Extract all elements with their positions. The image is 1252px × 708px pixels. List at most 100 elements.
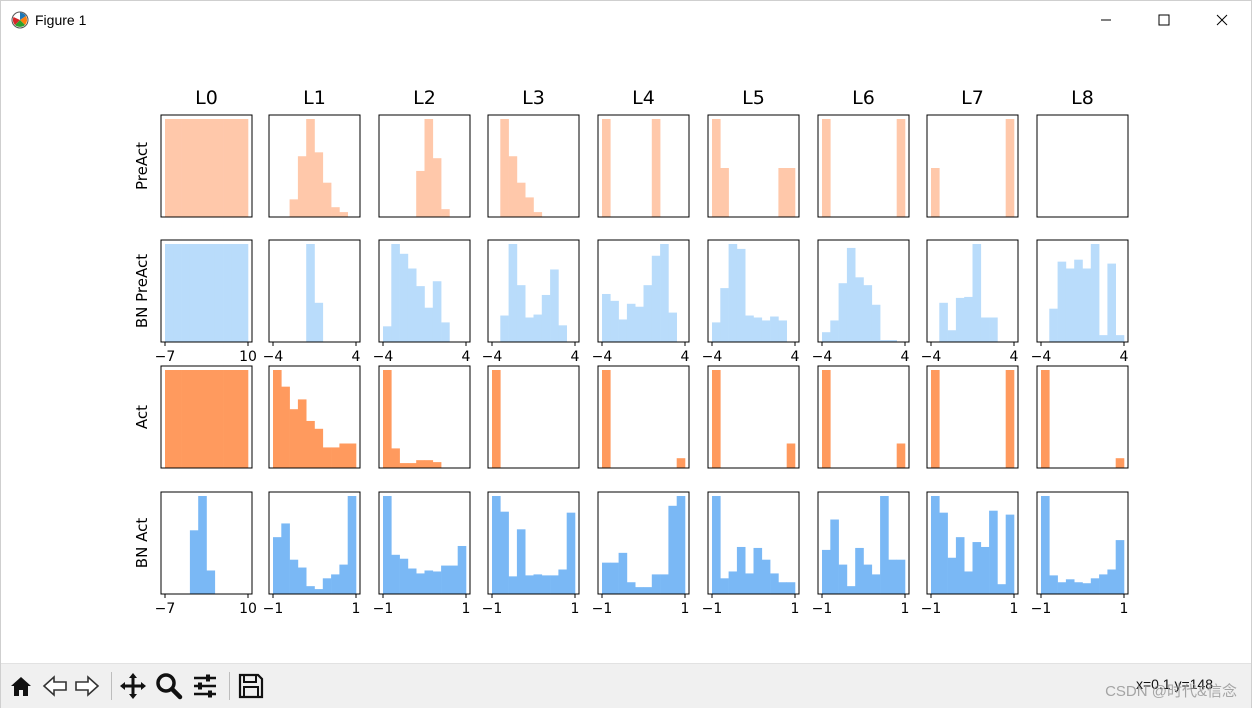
histogram-bar — [863, 564, 873, 594]
x-tick-label: −7 — [155, 349, 176, 365]
subplot — [707, 114, 800, 218]
navigation-toolbar: x=0.1 y=148 CSDN @时代&信念 — [1, 663, 1251, 708]
histogram-bar — [281, 523, 290, 594]
histogram-bar — [289, 199, 299, 217]
row-label: BN PreAct — [133, 254, 151, 328]
histogram-bar — [871, 304, 881, 342]
axes-frame — [378, 365, 471, 469]
axes-frame — [1036, 239, 1129, 343]
pan-button[interactable] — [119, 672, 147, 700]
histogram-bar — [508, 156, 518, 217]
histogram-bar — [416, 573, 425, 594]
histogram-bar — [997, 584, 1006, 594]
histogram-bar — [761, 320, 771, 342]
histogram-bar — [931, 370, 940, 468]
histogram-bar — [1057, 261, 1067, 342]
histogram-bar — [306, 119, 315, 217]
histogram-bar — [223, 244, 232, 342]
histogram-bar — [231, 244, 240, 342]
histogram-bar — [822, 119, 831, 217]
axes-frame — [378, 114, 471, 218]
back-icon — [42, 675, 67, 697]
histogram-bar — [855, 547, 864, 594]
histogram-bar — [1115, 335, 1125, 342]
minimize-button[interactable] — [1077, 1, 1135, 39]
x-tick-label: 1 — [901, 601, 910, 617]
histogram-bar — [533, 314, 543, 342]
x-tick-label: −4 — [812, 349, 833, 365]
axes-frame — [487, 239, 580, 343]
histogram-bar — [525, 575, 534, 594]
histogram-bar — [239, 370, 249, 468]
histogram-bar — [306, 420, 315, 468]
cursor-status: x=0.1 y=148 — [1135, 676, 1213, 692]
histogram-bar — [508, 576, 518, 594]
histogram-bar — [165, 244, 174, 342]
histogram-bar — [198, 119, 207, 217]
histogram-bar — [322, 447, 332, 468]
histogram-bar — [980, 546, 990, 594]
histogram-bar — [745, 573, 754, 594]
histogram-bar — [339, 564, 348, 594]
axes-frame — [160, 239, 253, 343]
histogram-bar — [416, 286, 425, 342]
axes-frame — [378, 239, 471, 343]
histogram-bar — [407, 568, 417, 594]
histogram-bar — [314, 428, 324, 468]
close-button[interactable] — [1193, 1, 1251, 39]
x-tick-label: 1 — [681, 601, 690, 617]
axes-frame — [1036, 491, 1129, 595]
histogram-bar — [1107, 263, 1116, 342]
axes-frame — [487, 491, 580, 595]
histogram-bar — [198, 496, 207, 594]
subplot — [817, 114, 910, 218]
histogram-bar — [339, 212, 348, 217]
histogram-bar — [712, 119, 721, 217]
histogram-bar — [896, 443, 906, 468]
histogram-bar — [314, 302, 324, 342]
histogram-bar — [331, 574, 340, 594]
axes-frame — [707, 114, 800, 218]
histogram-bar — [728, 244, 738, 342]
forward-button[interactable] — [73, 672, 101, 700]
histogram-bar — [314, 152, 324, 217]
histogram-bar — [424, 460, 434, 468]
watermark: CSDN @时代&信念 — [1105, 683, 1237, 700]
histogram-bar — [525, 317, 534, 342]
histogram-bar — [281, 386, 290, 468]
histogram-bar — [822, 549, 831, 594]
histogram-bar — [1090, 244, 1100, 342]
zoom-button[interactable] — [155, 672, 183, 700]
configure-subplots-button[interactable] — [191, 672, 219, 700]
histogram-bar — [626, 303, 636, 342]
histogram-bar — [432, 281, 442, 342]
histogram-bar — [972, 542, 982, 594]
subplot — [1036, 365, 1129, 469]
home-button[interactable] — [7, 672, 35, 700]
histogram-bar — [441, 209, 450, 217]
x-tick-label: 1 — [462, 601, 471, 617]
histogram-bar — [500, 119, 509, 217]
histogram-bar — [753, 547, 763, 594]
histogram-bar — [214, 119, 224, 217]
histogram-bar — [206, 570, 216, 594]
axes-frame — [378, 491, 471, 595]
subplot — [268, 365, 361, 469]
save-button[interactable] — [237, 672, 265, 700]
histogram-bar — [830, 519, 839, 594]
histogram-bar — [273, 370, 282, 468]
histogram-bar — [214, 370, 224, 468]
histogram-bar — [939, 302, 948, 342]
histogram-bar — [399, 253, 409, 342]
subplot: −4 4 — [1031, 239, 1129, 365]
histogram-bar — [610, 562, 619, 594]
histogram-bar — [778, 320, 787, 342]
histogram-bar — [838, 283, 848, 342]
figure-canvas[interactable]: L0 L1 L2 L3 L4 L5 L6 L7 L8 PreAct BN PreAct −7 10 −4 4… — [1, 39, 1251, 663]
x-tick-label: 10 — [239, 601, 257, 617]
maximize-button[interactable] — [1135, 1, 1193, 39]
subplot: −7 10 — [155, 239, 257, 365]
histogram-bar — [449, 565, 458, 594]
back-button[interactable] — [41, 672, 69, 700]
histogram-bar — [331, 447, 340, 468]
